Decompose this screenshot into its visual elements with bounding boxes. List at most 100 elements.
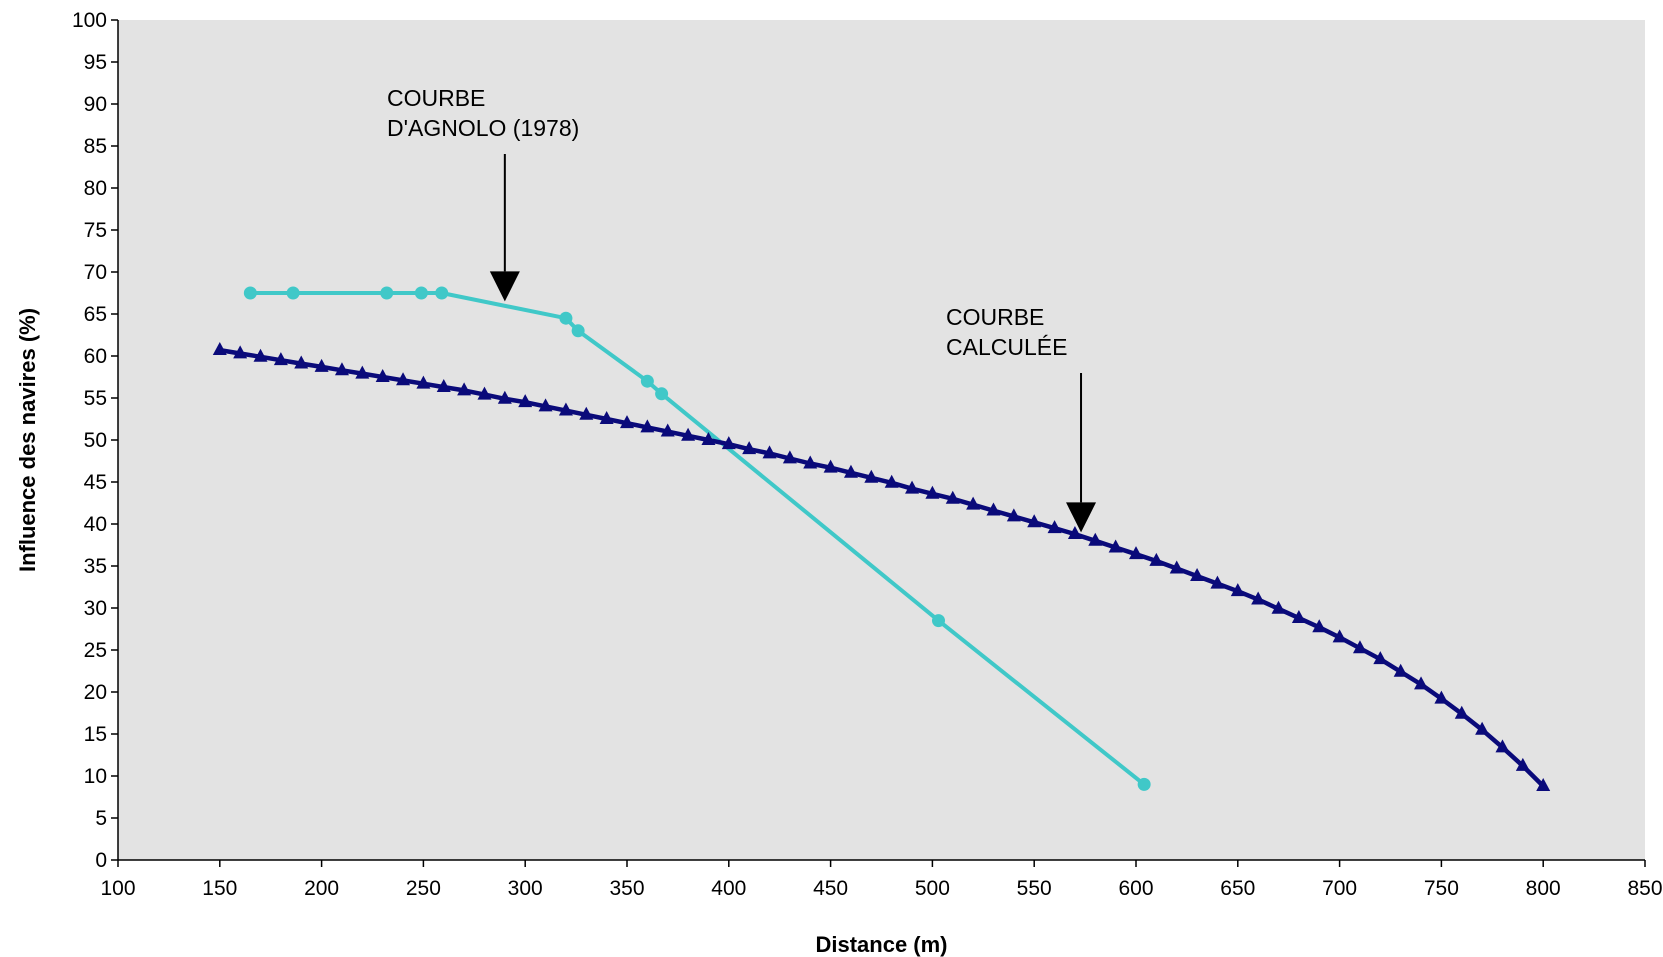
- data-point: [294, 355, 309, 369]
- y-tick-label: 25: [84, 639, 107, 662]
- plot-area: [118, 20, 1645, 860]
- x-axis: 100 150 200 250 300 350 400 450 500 550 600 650 700 7…: [100, 859, 1663, 900]
- y-tick-label: 20: [84, 681, 107, 704]
- data-point: [212, 342, 227, 356]
- annotation-text: COURBE: [387, 85, 485, 111]
- x-tick-label: 100: [100, 877, 135, 900]
- data-point: [1271, 600, 1286, 614]
- x-tick-label: 300: [508, 877, 543, 900]
- data-point: [1137, 777, 1151, 791]
- x-tick-label: 400: [711, 877, 746, 900]
- x-tick-label: 800: [1526, 877, 1561, 900]
- data-point: [1027, 514, 1042, 528]
- data-point: [414, 286, 428, 300]
- data-point: [334, 362, 349, 376]
- data-point: [579, 406, 594, 420]
- data-point: [233, 345, 248, 359]
- data-point: [640, 419, 655, 433]
- data-point: [1251, 591, 1266, 605]
- x-tick-label: 750: [1424, 877, 1459, 900]
- data-point: [843, 464, 858, 478]
- annotation-text: CALCULÉE: [946, 334, 1067, 360]
- data-point: [1434, 690, 1449, 704]
- data-point: [1373, 651, 1388, 665]
- annotation-layer: COURBE D'AGNOLO (1978) COURBE CALCULÉE: [387, 85, 1097, 533]
- data-point: [966, 496, 981, 510]
- data-point: [932, 614, 946, 628]
- data-point: [436, 379, 451, 393]
- x-tick-label: 650: [1220, 877, 1255, 900]
- data-point: [1312, 619, 1327, 633]
- data-point: [660, 423, 675, 437]
- y-tick-label: 40: [84, 513, 107, 536]
- series-layer: [212, 286, 1551, 792]
- y-tick-label: 75: [84, 219, 107, 242]
- y-tick-label: 60: [84, 345, 107, 368]
- x-tick-label: 500: [915, 877, 950, 900]
- data-point: [986, 502, 1001, 516]
- data-point: [273, 352, 288, 366]
- data-point: [884, 474, 899, 488]
- y-tick-label: 95: [84, 51, 107, 74]
- data-point: [620, 415, 634, 429]
- data-point: [1414, 676, 1429, 690]
- data-point: [1190, 568, 1205, 582]
- data-point: [1047, 520, 1062, 534]
- data-point: [762, 445, 777, 459]
- x-tick-label: 450: [813, 877, 848, 900]
- data-point: [571, 324, 585, 338]
- data-point: [1230, 583, 1245, 597]
- data-point: [1536, 778, 1551, 792]
- x-tick-label: 700: [1322, 877, 1357, 900]
- data-point: [1495, 739, 1510, 753]
- data-point: [457, 382, 472, 396]
- data-point: [396, 372, 411, 386]
- data-point: [1088, 532, 1103, 546]
- y-tick-label: 65: [84, 303, 107, 326]
- data-point: [1352, 640, 1367, 654]
- x-tick-label: 250: [406, 877, 441, 900]
- data-point: [477, 386, 492, 400]
- data-point: [803, 455, 818, 469]
- data-point: [380, 286, 394, 300]
- data-point: [1210, 575, 1225, 589]
- data-point: [925, 485, 940, 499]
- data-point: [286, 286, 300, 300]
- data-point: [599, 410, 614, 424]
- data-point: [1129, 546, 1143, 560]
- data-point: [823, 459, 838, 473]
- x-axis-title: Distance (m): [815, 932, 947, 957]
- x-tick-label: 150: [202, 877, 237, 900]
- data-point: [1067, 526, 1082, 540]
- y-tick-label: 85: [84, 135, 107, 158]
- y-tick-label: 55: [84, 387, 107, 410]
- y-tick-label: 90: [84, 93, 107, 116]
- y-tick-label: 45: [84, 471, 107, 494]
- data-point: [518, 394, 533, 408]
- data-point: [1454, 705, 1469, 719]
- data-point: [1149, 552, 1164, 566]
- data-point: [864, 469, 879, 483]
- data-point: [253, 348, 268, 362]
- data-point: [1332, 629, 1347, 643]
- y-tick-label: 5: [95, 807, 107, 830]
- x-tick-label: 350: [609, 877, 644, 900]
- y-tick-label: 0: [95, 849, 107, 872]
- y-axis: 0 5 10 15 20 25 30 35 40 45 50 55 60 65 70 75 80 85 90 95 10…: [72, 9, 119, 872]
- data-point: [742, 441, 757, 455]
- data-point: [1291, 610, 1306, 624]
- y-axis-title: Influence des navires (%): [15, 308, 40, 572]
- y-tick-label: 100: [72, 9, 107, 32]
- data-point: [681, 427, 696, 441]
- y-tick-label: 10: [84, 765, 107, 788]
- x-tick-label: 600: [1118, 877, 1153, 900]
- data-point: [701, 431, 716, 445]
- y-tick-label: 50: [84, 429, 107, 452]
- data-point: [1393, 663, 1408, 677]
- y-tick-label: 35: [84, 555, 107, 578]
- data-point: [655, 387, 669, 401]
- data-point: [1475, 721, 1490, 735]
- data-point: [375, 368, 390, 382]
- y-tick-label: 15: [84, 723, 107, 746]
